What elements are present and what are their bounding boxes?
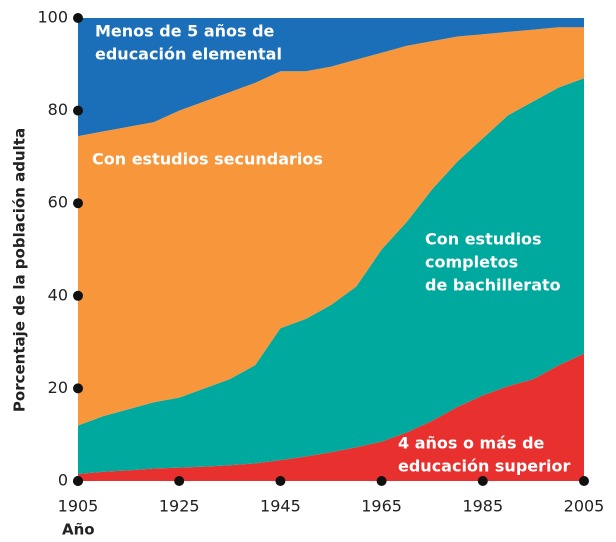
x-tick-dot bbox=[73, 476, 83, 486]
y-tick-dot bbox=[73, 290, 83, 301]
area-label: educación elemental bbox=[95, 45, 282, 64]
area-label: Con estudios secundarios bbox=[92, 150, 323, 169]
x-tick-label: 2005 bbox=[564, 497, 605, 516]
y-tick-label: 20 bbox=[48, 378, 68, 397]
y-tick-label: 100 bbox=[37, 8, 68, 27]
area-label: completos bbox=[425, 253, 518, 272]
area bbox=[78, 78, 584, 475]
y-tick-dot bbox=[73, 383, 83, 394]
area-label: Con estudios bbox=[425, 230, 542, 249]
area-label: Menos de 5 años de bbox=[95, 22, 275, 41]
y-tick-dot bbox=[73, 198, 83, 209]
x-tick-label: 1965 bbox=[361, 497, 402, 516]
area bbox=[78, 353, 584, 481]
area-label: de bachillerato bbox=[425, 276, 561, 295]
x-tick-dot bbox=[376, 476, 387, 486]
area-label: educación superior bbox=[398, 457, 570, 476]
y-tick-dot bbox=[73, 105, 83, 116]
x-tick-label: 1945 bbox=[260, 497, 301, 516]
x-tick-label: 1925 bbox=[159, 497, 200, 516]
y-tick-dot bbox=[73, 13, 83, 23]
y-tick-label: 60 bbox=[48, 193, 68, 212]
area bbox=[78, 27, 584, 426]
y-tick-label: 40 bbox=[48, 285, 68, 304]
area bbox=[78, 18, 584, 137]
x-tick-dot bbox=[275, 476, 286, 486]
x-axis-title: Año bbox=[62, 521, 95, 539]
x-tick-dot bbox=[477, 476, 488, 486]
y-tick-label: 80 bbox=[48, 100, 68, 119]
x-tick-label: 1985 bbox=[462, 497, 503, 516]
y-tick-label: 0 bbox=[58, 471, 68, 490]
area-label: 4 años o más de bbox=[398, 434, 545, 453]
x-tick-dot bbox=[174, 476, 185, 486]
x-tick-dot bbox=[579, 476, 589, 486]
x-tick-label: 1905 bbox=[58, 497, 99, 516]
y-axis-title: Porcentaje de la población adulta bbox=[11, 128, 29, 412]
